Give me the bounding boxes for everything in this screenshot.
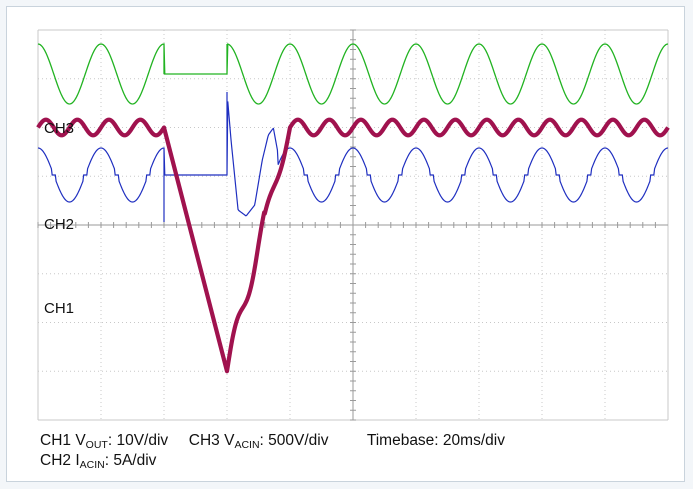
caption-timebase: Timebase: 20ms/div [366,432,505,449]
caption-line-2: CH2 IACIN: 5A/div [40,452,156,471]
caption-ch2: CH2 IACIN: 5A/div [40,452,157,471]
ch3-label: CH3 [44,120,75,137]
traces [36,43,670,374]
ch2-trace [37,92,669,222]
grid [37,29,669,421]
ch2-label: CH2 [44,216,75,233]
ch3-trace [37,43,669,105]
ch1-label: CH1 [44,300,75,317]
scope-panel [6,6,685,482]
ch1-trace [36,117,670,374]
caption-ch3: CH3 VACIN: 500V/div [188,432,329,451]
caption-ch1: CH1 VOUT: 10V/div [40,432,169,451]
caption-line-1: CH1 VOUT: 10V/div CH3 VACIN: 500V/div Ti… [40,432,505,451]
